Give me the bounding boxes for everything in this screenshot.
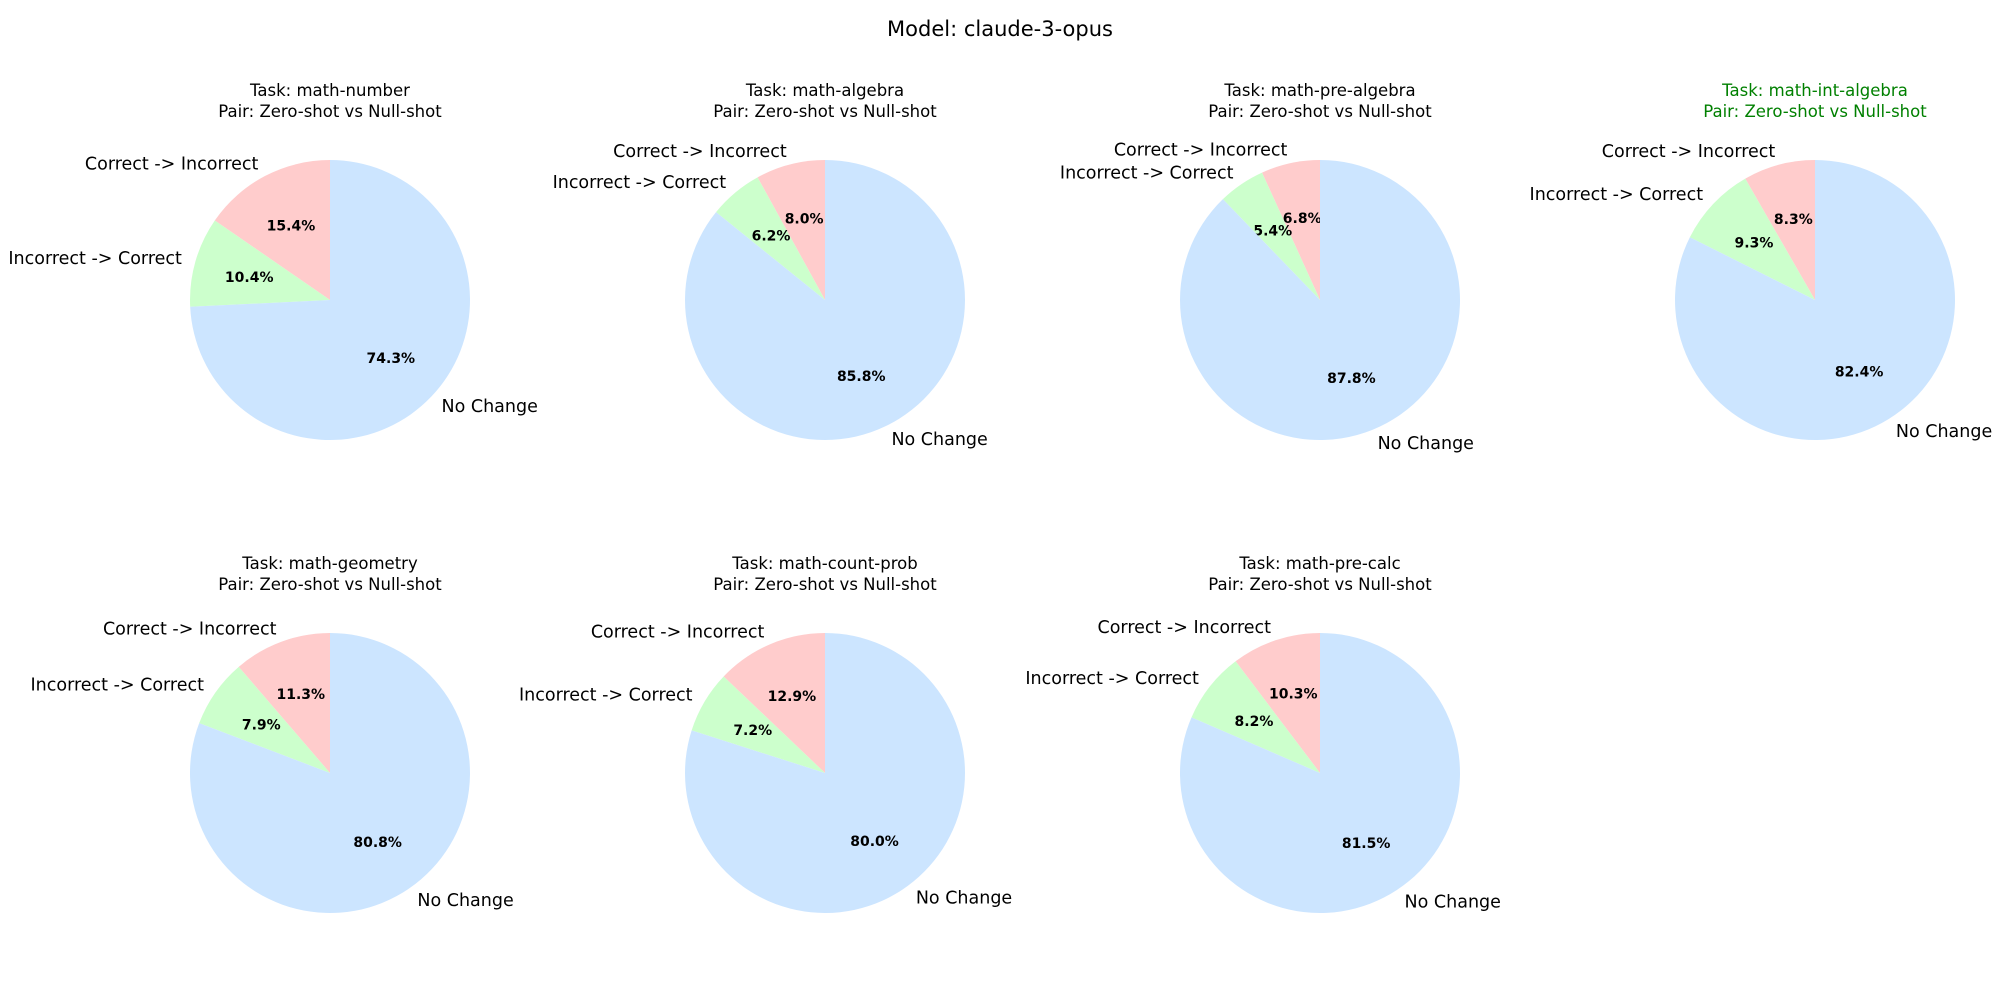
slice-label-incorrect-correct: Incorrect -> Correct bbox=[1025, 669, 1199, 689]
chart-task-title: Task: math-algebra bbox=[745, 81, 904, 100]
pct-label-no-change: 85.8% bbox=[837, 369, 886, 385]
pie-slice-incorrect-correct bbox=[1689, 178, 1815, 300]
pie-slice-incorrect-correct bbox=[716, 177, 825, 300]
pct-label-correct-incorrect: 6.8% bbox=[1283, 211, 1322, 227]
pct-label-correct-incorrect: 8.0% bbox=[785, 212, 824, 228]
pie-slice-correct-incorrect bbox=[1235, 633, 1320, 773]
chart-task-title: Task: math-int-algebra bbox=[1721, 81, 1908, 100]
pie-slice-correct-incorrect bbox=[1745, 159, 1815, 300]
pct-label-incorrect-correct: 8.2% bbox=[1235, 714, 1274, 730]
pie-slice-no-change bbox=[685, 160, 966, 440]
slice-label-no-change: No Change bbox=[442, 397, 538, 417]
pct-label-no-change: 80.0% bbox=[850, 834, 899, 850]
slice-label-correct-incorrect: Correct -> Incorrect bbox=[1098, 618, 1272, 638]
figure-title: Model: claude-3-opus bbox=[887, 17, 1113, 41]
pct-label-incorrect-correct: 7.2% bbox=[733, 723, 772, 739]
chart-pair-title: Pair: Zero-shot vs Null-shot bbox=[713, 102, 937, 121]
slice-label-correct-incorrect: Correct -> Incorrect bbox=[85, 155, 259, 175]
slice-label-incorrect-correct: Incorrect -> Correct bbox=[1060, 164, 1234, 184]
pie-chart-5: Task: math-geometry Pair: Zero-shot vs Nu… bbox=[30, 554, 514, 913]
slice-label-incorrect-correct: Incorrect -> Correct bbox=[8, 249, 182, 269]
slice-label-correct-incorrect: Correct -> Incorrect bbox=[103, 620, 277, 640]
slice-label-incorrect-correct: Incorrect -> Correct bbox=[553, 173, 727, 193]
pie-slice-incorrect-correct bbox=[691, 676, 825, 773]
chart-pair-title: Pair: Zero-shot vs Null-shot bbox=[218, 575, 442, 594]
pct-label-incorrect-correct: 5.4% bbox=[1253, 224, 1292, 240]
pct-label-correct-incorrect: 12.9% bbox=[768, 689, 817, 705]
pct-label-no-change: 87.8% bbox=[1327, 371, 1376, 387]
pie-chart-7: Task: math-pre-calc Pair: Zero-shot vs Nu… bbox=[1025, 554, 1501, 913]
pie-chart-2: Task: math-algebra Pair: Zero-shot vs Nul… bbox=[553, 81, 988, 450]
pie-slice-incorrect-correct bbox=[199, 666, 330, 773]
pct-label-incorrect-correct: 7.9% bbox=[242, 718, 281, 734]
pie-slice-no-change bbox=[1674, 160, 1955, 440]
charts-grid: Task: math-number Pair: Zero-shot vs Null… bbox=[8, 81, 1992, 913]
pct-label-incorrect-correct: 6.2% bbox=[752, 229, 791, 245]
slice-label-no-change: No Change bbox=[1896, 422, 1992, 442]
chart-pair-title: Pair: Zero-shot vs Null-shot bbox=[1208, 575, 1432, 594]
pie-chart-1: Task: math-number Pair: Zero-shot vs Null… bbox=[8, 81, 538, 441]
pie-slice-no-change bbox=[189, 633, 470, 913]
pct-label-no-change: 74.3% bbox=[367, 351, 416, 367]
pie-slice-correct-incorrect bbox=[214, 160, 330, 300]
chart-task-title: Task: math-count-prob bbox=[731, 554, 917, 573]
pie-slice-no-change bbox=[190, 159, 471, 441]
slice-label-correct-incorrect: Correct -> Incorrect bbox=[1602, 142, 1776, 162]
slice-label-no-change: No Change bbox=[1378, 434, 1474, 454]
slice-label-no-change: No Change bbox=[916, 888, 1012, 908]
pie-slice-incorrect-correct bbox=[1222, 172, 1320, 300]
chart-pair-title: Pair: Zero-shot vs Null-shot bbox=[218, 102, 442, 121]
pie-slice-no-change bbox=[685, 633, 966, 913]
pie-slice-incorrect-correct bbox=[1191, 661, 1320, 773]
pie-slice-correct-incorrect bbox=[723, 633, 825, 773]
chart-task-title: Task: math-pre-calc bbox=[1238, 554, 1400, 573]
slice-label-no-change: No Change bbox=[891, 430, 987, 450]
slice-label-no-change: No Change bbox=[417, 891, 513, 911]
slice-label-incorrect-correct: Incorrect -> Correct bbox=[1530, 185, 1704, 205]
pie-slice-incorrect-correct bbox=[190, 220, 330, 307]
chart-pair-title: Pair: Zero-shot vs Null-shot bbox=[1703, 102, 1927, 121]
slice-label-correct-incorrect: Correct -> Incorrect bbox=[1114, 141, 1288, 161]
slice-label-correct-incorrect: Correct -> Incorrect bbox=[591, 622, 765, 642]
chart-task-title: Task: math-number bbox=[249, 81, 410, 100]
pct-label-incorrect-correct: 9.3% bbox=[1735, 235, 1774, 251]
pie-slice-no-change bbox=[1180, 160, 1461, 440]
chart-task-title: Task: math-pre-algebra bbox=[1223, 81, 1415, 100]
pie-slice-correct-incorrect bbox=[1261, 160, 1320, 300]
slice-label-no-change: No Change bbox=[1405, 893, 1501, 913]
pct-label-correct-incorrect: 11.3% bbox=[277, 687, 326, 703]
pie-slice-correct-incorrect bbox=[238, 633, 330, 773]
pie-chart-4: Task: math-int-algebra Pair: Zero-shot vs… bbox=[1530, 81, 1993, 442]
pct-label-correct-incorrect: 15.4% bbox=[267, 219, 316, 235]
pie-slice-no-change bbox=[1179, 633, 1460, 913]
pie-slice-correct-incorrect bbox=[757, 160, 825, 300]
pct-label-no-change: 80.8% bbox=[353, 835, 402, 851]
pct-label-correct-incorrect: 10.3% bbox=[1269, 686, 1318, 702]
pct-label-correct-incorrect: 8.3% bbox=[1774, 212, 1813, 228]
pct-label-incorrect-correct: 10.4% bbox=[225, 270, 274, 286]
pie-chart-3: Task: math-pre-algebra Pair: Zero-shot vs… bbox=[1060, 81, 1474, 454]
pct-label-no-change: 82.4% bbox=[1835, 364, 1884, 380]
chart-pair-title: Pair: Zero-shot vs Null-shot bbox=[1208, 102, 1432, 121]
chart-pair-title: Pair: Zero-shot vs Null-shot bbox=[713, 575, 937, 594]
chart-task-title: Task: math-geometry bbox=[241, 554, 418, 573]
pie-chart-6: Task: math-count-prob Pair: Zero-shot vs … bbox=[519, 554, 1012, 913]
slice-label-incorrect-correct: Incorrect -> Correct bbox=[30, 675, 204, 695]
slice-label-correct-incorrect: Correct -> Incorrect bbox=[613, 142, 787, 162]
slice-label-incorrect-correct: Incorrect -> Correct bbox=[519, 685, 693, 705]
pct-label-no-change: 81.5% bbox=[1342, 836, 1391, 852]
